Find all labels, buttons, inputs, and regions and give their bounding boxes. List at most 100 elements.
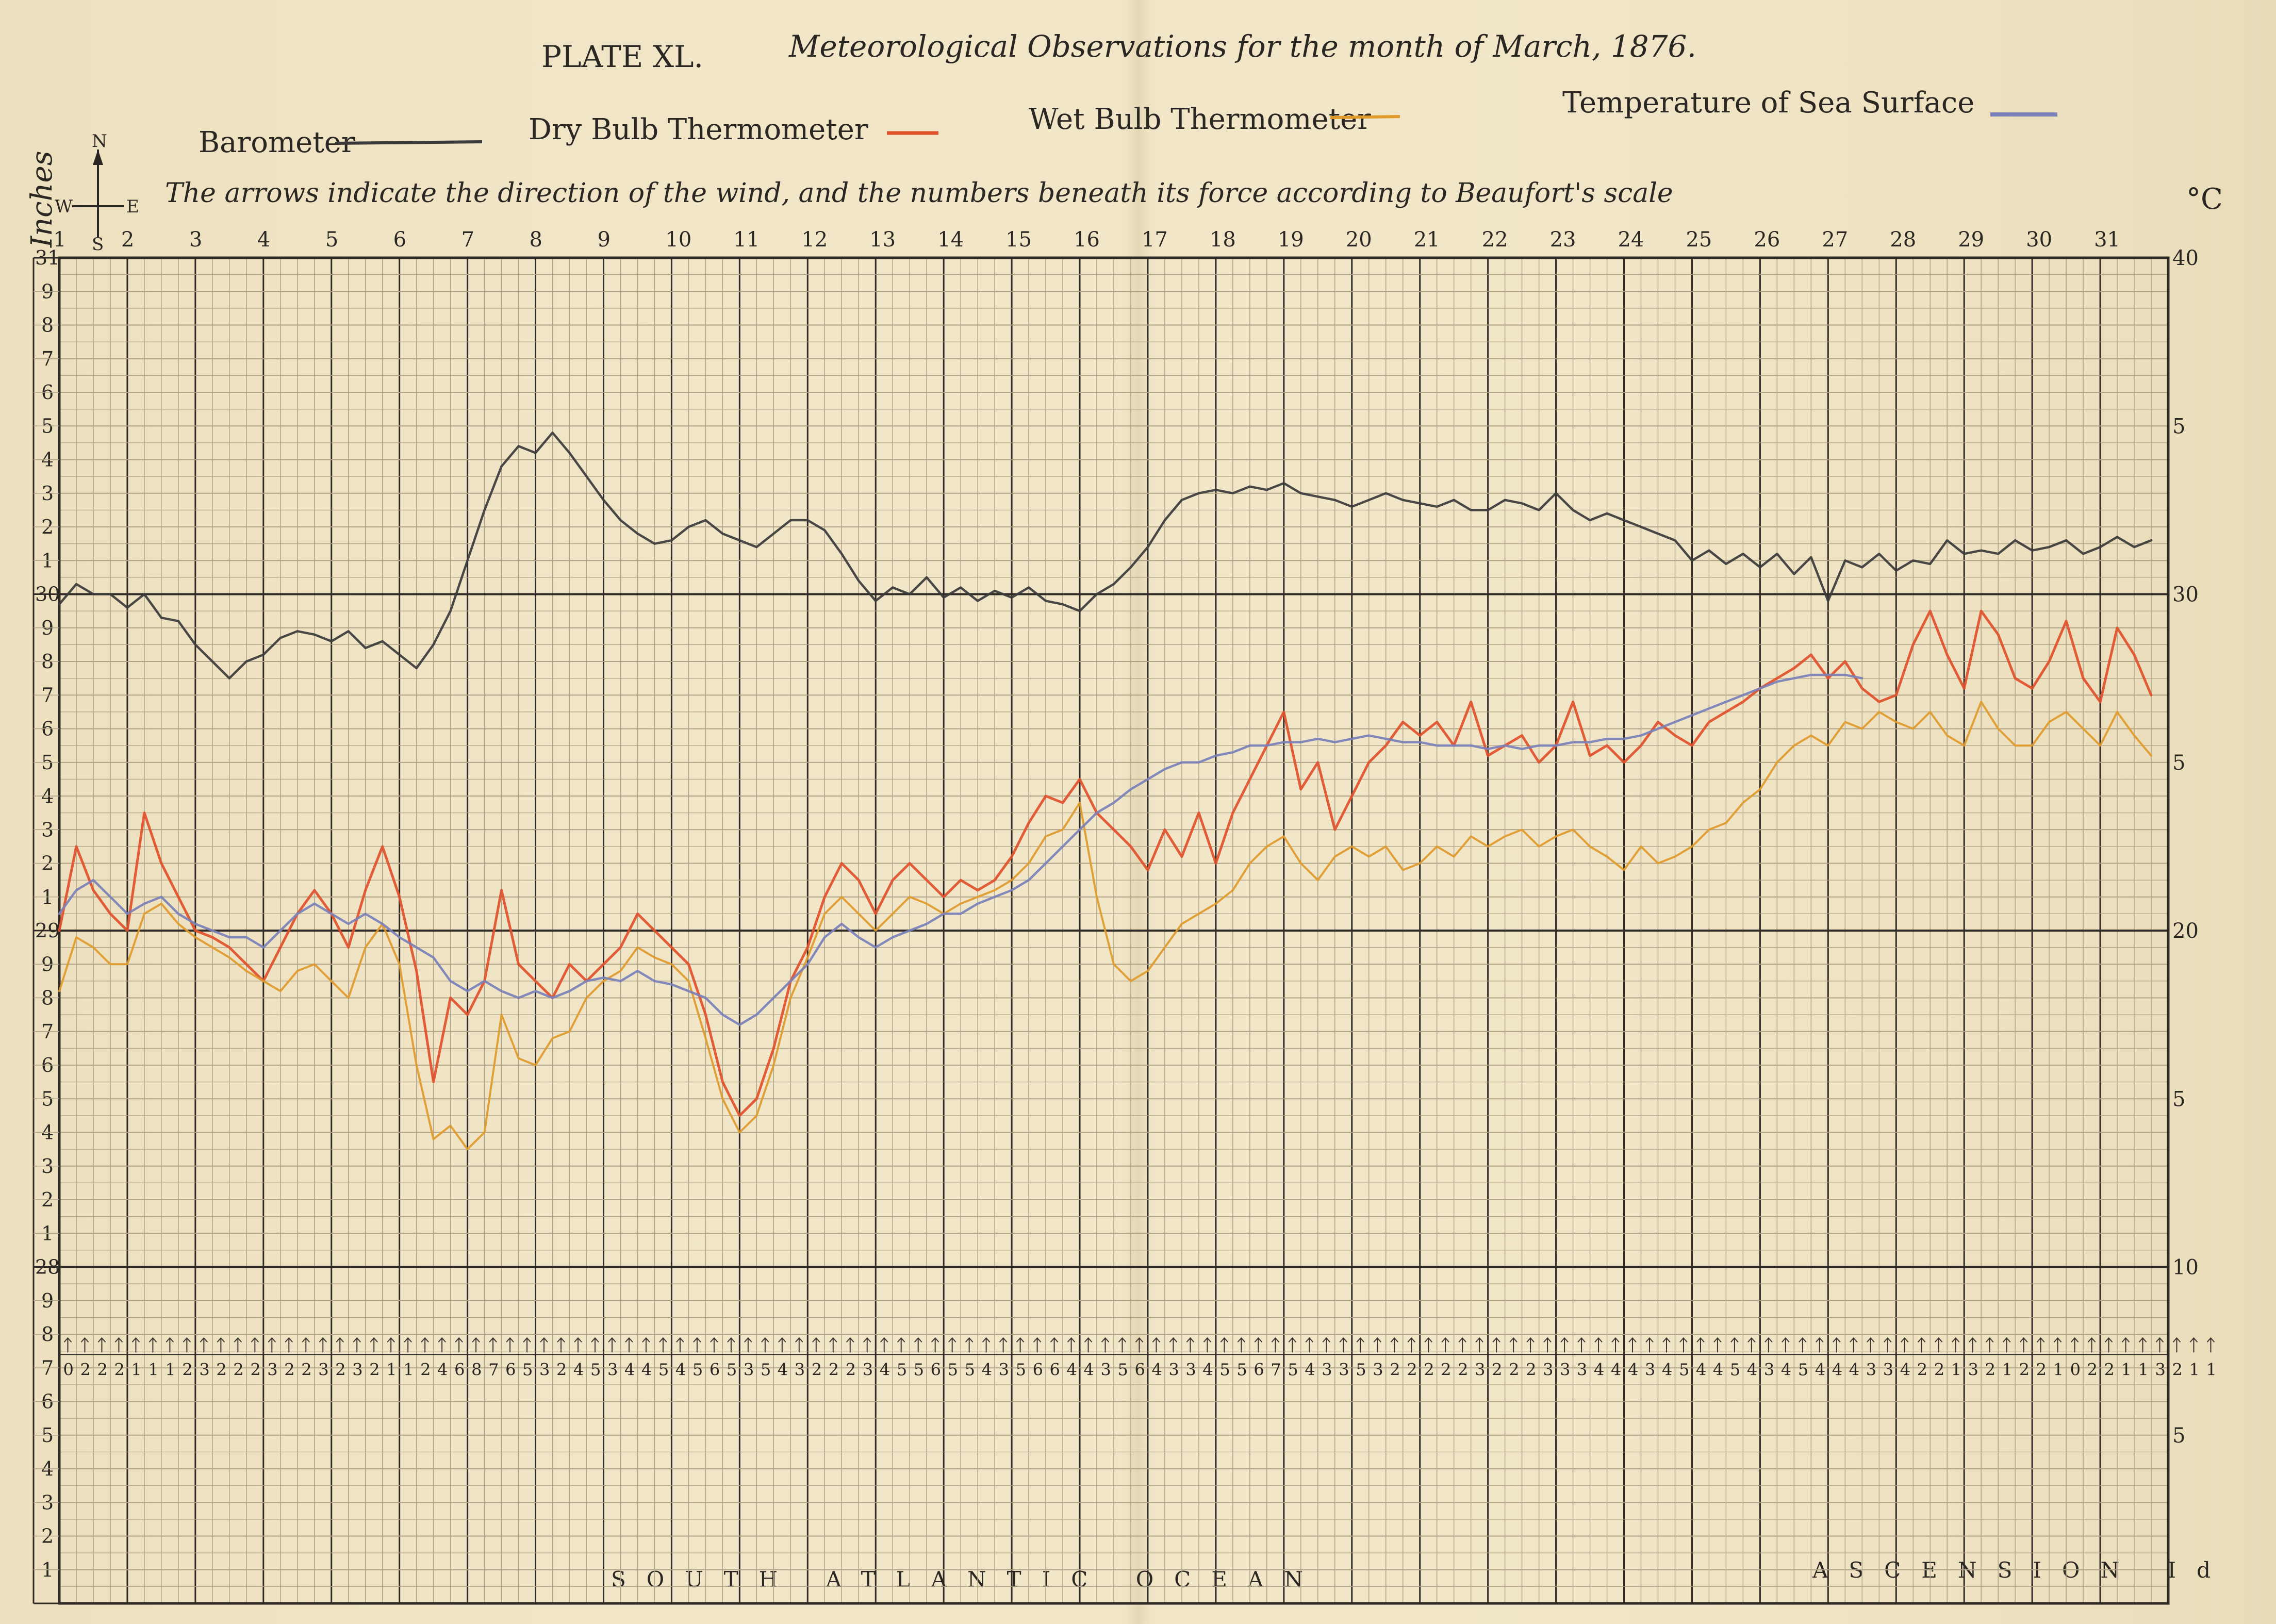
series-line-wet-bulb-thermometer [58,701,2152,1151]
wind-force-value: 3 [999,1360,1009,1379]
wind-force-value: 2 [233,1360,243,1379]
legend-wet-bulb-swatch [1330,115,1400,119]
wind-force-value: 5 [1236,1360,1247,1379]
compass-rose: N S W E [55,131,139,255]
wind-arrow-icon [183,1337,191,1353]
wind-force-value: 0 [63,1360,73,1379]
wind-arrow-icon [1833,1337,1841,1353]
day-tick-label: 22 [1482,228,1508,252]
right-tick-label: 5 [2172,751,2185,775]
wind-force-value: 1 [165,1360,175,1379]
compass-arrow-icon [93,150,103,165]
day-tick-label: 11 [733,228,760,252]
wind-force-value: 4 [1747,1360,1757,1379]
wind-force-value: 1 [2121,1360,2132,1379]
wind-note: The arrows indicate the direction of the… [165,178,1673,209]
wind-arrow-icon [200,1337,208,1353]
wind-force-value: 6 [1033,1360,1043,1379]
day-tick-label: 10 [665,228,691,252]
wind-force-value: 3 [1185,1360,1196,1379]
wind-force-value: 4 [1202,1360,1213,1379]
wind-force-value: 5 [692,1360,703,1379]
wind-arrow-icon [1186,1337,1195,1353]
wind-force-value: 4 [1696,1360,1706,1379]
wind-force-value: 2 [420,1360,431,1379]
wind-force-value: 1 [2138,1360,2149,1379]
wind-force-value: 5 [1679,1360,1689,1379]
day-tick-label: 17 [1142,228,1168,252]
day-tick-label: 25 [1686,228,1712,252]
wind-arrow-icon [710,1337,718,1353]
wind-force-value: 2 [2036,1360,2047,1379]
wind-arrow-icon [472,1337,480,1353]
legend-sea-surface-label: Temperature of Sea Surface [1562,86,1974,120]
wind-arrow-icon [1084,1337,1093,1353]
wind-force-value: 2 [2172,1360,2182,1379]
day-tick-label: 5 [325,228,338,252]
wind-force-value: 2 [1917,1360,1927,1379]
series-line-barometer [58,432,2153,680]
wind-arrow-icon [761,1337,769,1353]
wind-force-value: 3 [1968,1360,1978,1379]
wind-force-value: 2 [1934,1360,1944,1379]
wind-arrow-icon [1900,1337,1909,1353]
wind-arrow-icon [1968,1337,1977,1353]
wind-force-value: 4 [880,1360,890,1379]
wind-arrow-icon [1237,1337,1246,1353]
wind-force-value: 4 [982,1360,992,1379]
wind-arrow-icon [387,1337,395,1353]
wind-force-value: 6 [1050,1360,1060,1379]
wind-arrow-icon [965,1337,974,1353]
wind-force-value: 1 [2206,1360,2216,1379]
compass-s: S [92,234,104,255]
right-tick-label: 30 [2172,583,2199,607]
wind-arrow-icon [2036,1337,2045,1353]
wind-force-value: 4 [1900,1360,1910,1379]
wind-arrow-icon [540,1337,548,1353]
wind-arrow-icon [846,1337,854,1353]
wind-force-value: 5 [727,1360,737,1379]
axis-ticks: 1 2 3 4 5 6 7 8 9 10 11 12 13 14 15 16 17 18 19 20 21 22 23 24 2… [34,228,2199,1581]
wind-force-value: 3 [1560,1360,1570,1379]
wind-force-value: 3 [267,1360,277,1379]
wind-force-value: 5 [1117,1360,1128,1379]
day-tick-label: 30 [2026,228,2052,252]
wind-force-value: 2 [829,1360,839,1379]
right-tick-label: 20 [2172,919,2199,943]
day-tick-label: 9 [597,228,610,252]
day-tick-label: 7 [461,228,474,252]
right-tick-label: 5 [2172,1087,2185,1111]
wind-force-value: 5 [522,1360,533,1379]
plate-number: PLATE XL. [541,39,703,74]
wind-force-value: 2 [97,1360,107,1379]
wind-force-value: 5 [1219,1360,1230,1379]
series-lines [58,432,2153,1151]
wind-arrow-icon [1713,1337,1722,1353]
wind-arrow-icon [880,1337,888,1353]
wind-force-value: 3 [1866,1360,1876,1379]
wind-arrow-icon [2155,1337,2164,1353]
wind-force-value: 2 [556,1360,567,1379]
wind-force-value: 6 [1134,1360,1145,1379]
wind-arrow-icon [1033,1337,1042,1353]
wind-arrow-icon [1594,1337,1603,1353]
wind-arrow-icon [336,1337,344,1353]
day-tick-label: 2 [121,228,134,252]
wind-force-value: 3 [2155,1360,2166,1379]
wind-force-value: 4 [437,1360,448,1379]
wind-force-value: 0 [2070,1360,2081,1379]
wind-arrow-icon [608,1337,616,1353]
wind-force-value: 3 [199,1360,209,1379]
wind-force-value: 3 [744,1360,754,1379]
wind-arrow-icon [863,1337,871,1353]
wind-arrow-icon [1628,1337,1637,1353]
day-tick-label: 13 [869,228,896,252]
wind-force-value: 2 [1407,1360,1417,1379]
wind-arrow-icon [149,1337,157,1353]
wind-arrow-icon [1730,1337,1739,1353]
day-tick-label: 4 [257,228,270,252]
wind-force-value: 5 [761,1360,771,1379]
wind-arrow-icon [1169,1337,1178,1353]
